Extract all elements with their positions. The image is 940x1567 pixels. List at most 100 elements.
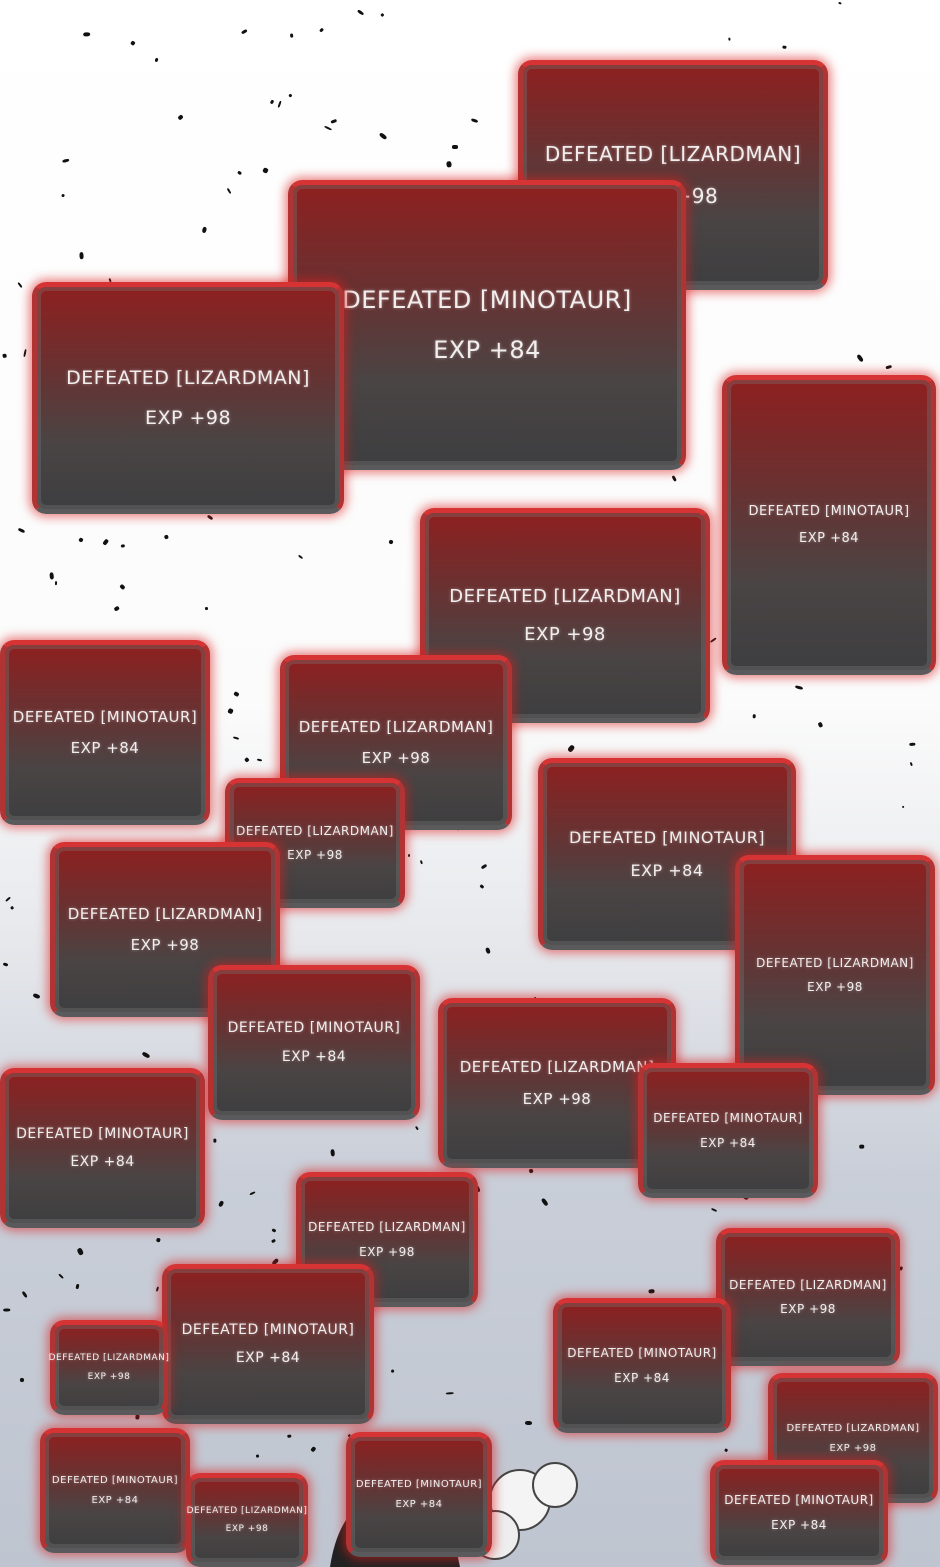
notification-title: DEFEATED [LIZARDMAN] — [236, 823, 394, 838]
debris-speck — [141, 1050, 151, 1059]
notification-exp: EXP +98 — [225, 1524, 269, 1535]
debris-speck — [407, 854, 410, 858]
notification-title: DEFEATED [MINOTAUR] — [51, 1475, 179, 1486]
notification-title: DEFEATED [LIZARDMAN] — [66, 367, 310, 390]
debris-speck — [130, 40, 136, 46]
debris-speck — [2, 1308, 10, 1312]
defeat-notification: DEFEATED [MINOTAUR] EXP +84 — [346, 1432, 492, 1557]
notification-exp: EXP +98 — [524, 623, 606, 645]
debris-speck — [671, 475, 677, 483]
debris-speck — [48, 572, 54, 580]
debris-speck — [255, 1454, 259, 1458]
notification-exp: EXP +98 — [287, 848, 343, 863]
debris-speck — [248, 1190, 256, 1196]
debris-speck — [257, 758, 263, 762]
debris-speck — [76, 1247, 84, 1256]
debris-speck — [54, 580, 57, 585]
debris-speck — [60, 193, 66, 199]
debris-speck — [818, 721, 824, 729]
defeat-notification: DEFEATED [LIZARDMAN] EXP +98 — [716, 1228, 900, 1366]
debris-speck — [838, 1, 842, 5]
debris-speck — [135, 1414, 140, 1420]
notification-title: DEFEATED [MINOTAUR] — [342, 286, 632, 315]
debris-speck — [233, 691, 240, 697]
defeat-notification: DEFEATED [MINOTAUR] EXP +84 — [0, 640, 210, 825]
debris-speck — [479, 884, 485, 890]
debris-speck — [177, 114, 185, 121]
debris-speck — [728, 37, 731, 41]
debris-speck — [286, 1434, 292, 1438]
defeat-notification: DEFEATED [MINOTAUR] EXP +84 — [40, 1428, 190, 1553]
debris-speck — [78, 537, 84, 544]
notification-exp: EXP +98 — [522, 1089, 592, 1108]
debris-speck — [909, 762, 914, 767]
debris-speck — [2, 353, 8, 358]
debris-speck — [61, 158, 70, 164]
notification-title: DEFEATED [LIZARDMAN] — [48, 1353, 170, 1364]
notification-exp: EXP +84 — [798, 530, 860, 546]
defeat-notification: DEFEATED [LIZARDMAN] EXP +98 — [186, 1473, 308, 1567]
debris-speck — [58, 1273, 64, 1280]
debris-speck — [156, 1286, 160, 1292]
defeat-notification: DEFEATED [LIZARDMAN] EXP +98 — [48, 1320, 170, 1415]
debris-speck — [227, 708, 234, 715]
debris-speck — [445, 1391, 454, 1395]
notification-title: DEFEATED [LIZARDMAN] — [544, 142, 802, 166]
notification-exp: EXP +98 — [780, 1302, 836, 1317]
debris-speck — [710, 637, 718, 643]
debris-speck — [648, 1289, 655, 1295]
debris-speck — [446, 160, 452, 168]
debris-speck — [4, 896, 11, 902]
notification-title: DEFEATED [LIZARDMAN] — [459, 1058, 655, 1077]
notification-title: DEFEATED [MINOTAUR] — [748, 504, 910, 520]
debris-speck — [32, 992, 41, 999]
debris-speck — [17, 527, 26, 533]
debris-speck — [524, 1420, 532, 1426]
debris-speck — [480, 863, 487, 870]
notification-exp: EXP +84 — [630, 861, 704, 881]
debris-speck — [855, 353, 865, 363]
debris-speck — [794, 685, 803, 691]
notification-title: DEFEATED [LIZARDMAN] — [298, 717, 494, 736]
notification-title: DEFEATED [MINOTAUR] — [181, 1321, 355, 1338]
notification-exp: EXP +98 — [359, 1244, 415, 1259]
debris-speck — [470, 117, 478, 123]
notification-exp: EXP +98 — [807, 980, 863, 995]
debris-speck — [120, 544, 126, 549]
notification-exp: EXP +98 — [144, 406, 232, 429]
debris-speck — [330, 1148, 335, 1157]
notification-title: DEFEATED [LIZARDMAN] — [186, 1505, 308, 1516]
debris-speck — [206, 514, 214, 521]
debris-speck — [217, 1200, 225, 1208]
debris-speck — [271, 1239, 277, 1244]
debris-speck — [21, 1290, 29, 1299]
debris-speck — [244, 757, 250, 763]
debris-speck — [419, 860, 423, 865]
debris-speck — [324, 125, 333, 131]
notification-title: DEFEATED [MINOTAUR] — [16, 1125, 189, 1142]
notification-title: DEFEATED [LIZARDMAN] — [729, 1277, 887, 1292]
notification-exp: EXP +84 — [281, 1048, 347, 1065]
debris-speck — [724, 1448, 729, 1453]
notification-exp: EXP +84 — [70, 1154, 135, 1171]
notification-exp: EXP +84 — [614, 1370, 670, 1385]
debris-speck — [858, 1144, 865, 1149]
debris-speck — [297, 554, 304, 560]
debris-speck — [289, 33, 294, 38]
debris-speck — [414, 1126, 419, 1131]
notification-title: DEFEATED [MINOTAUR] — [355, 1479, 483, 1490]
debris-speck — [155, 1237, 162, 1243]
debris-speck — [9, 905, 14, 910]
notification-exp: EXP +84 — [91, 1495, 139, 1506]
debris-speck — [79, 251, 84, 260]
debris-speck — [782, 45, 787, 49]
defeat-notification: DEFEATED [MINOTAUR] EXP +84 — [553, 1298, 731, 1433]
debris-speck — [240, 28, 248, 35]
debris-speck — [909, 742, 916, 747]
debris-speck — [233, 736, 240, 741]
debris-speck — [886, 364, 893, 370]
notification-title: DEFEATED [LIZARDMAN] — [308, 1220, 466, 1235]
debris-speck — [205, 606, 209, 610]
notification-title: DEFEATED [LIZARDMAN] — [756, 955, 914, 970]
